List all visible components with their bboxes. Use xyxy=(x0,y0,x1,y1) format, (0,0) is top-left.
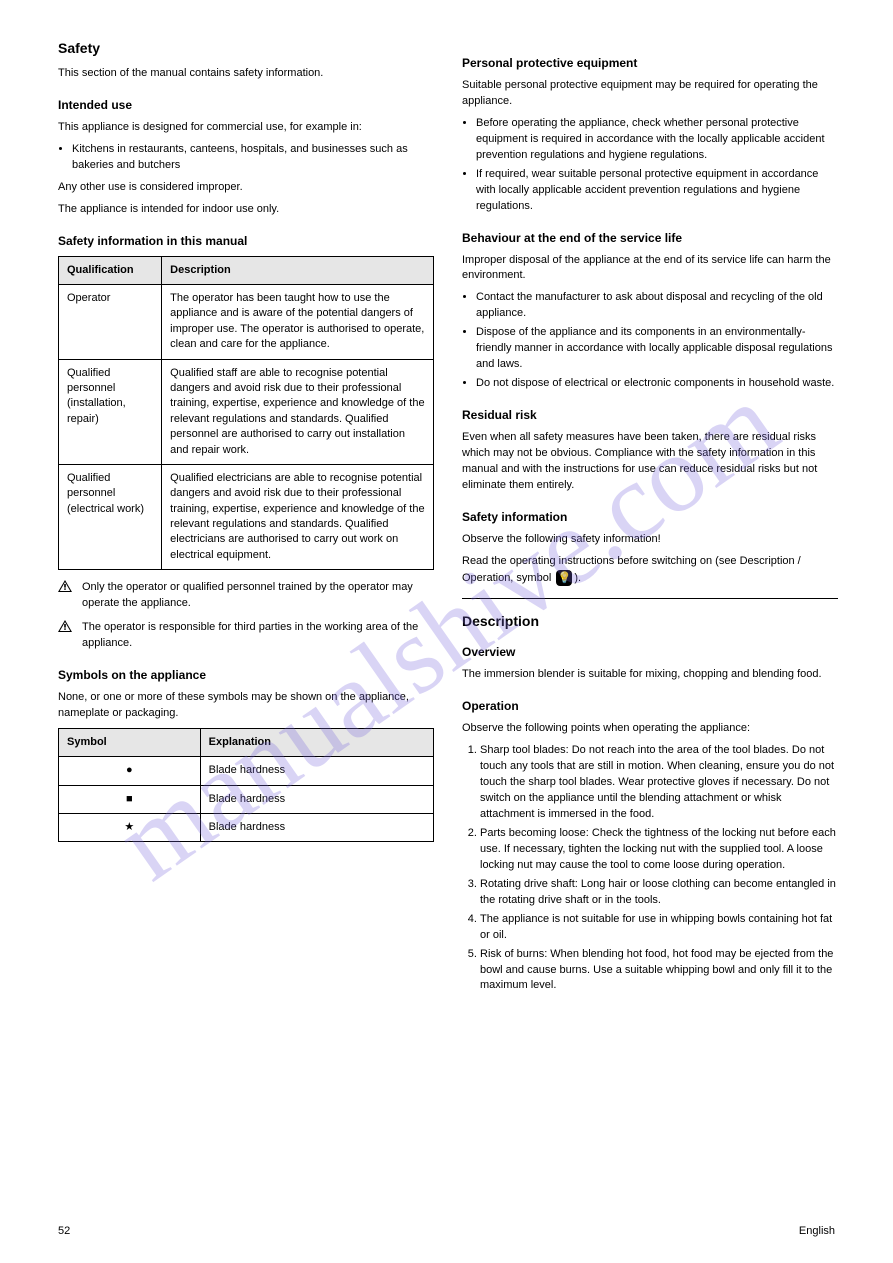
list-item: If required, wear suitable personal prot… xyxy=(476,167,838,215)
heading-residual-risk: Residual risk xyxy=(462,408,838,422)
end-life-list: Contact the manufacturer to ask about di… xyxy=(462,290,838,392)
heading-intended-use: Intended use xyxy=(58,98,434,112)
symbol-cell: ★ xyxy=(59,814,201,842)
list-item: Contact the manufacturer to ask about di… xyxy=(476,290,838,322)
ppe-list: Before operating the appliance, check wh… xyxy=(462,116,838,215)
residual-risk-paragraph: Even when all safety measures have been … xyxy=(462,430,838,494)
ppe-paragraph: Suitable personal protective equipment m… xyxy=(462,78,838,110)
list-item: Rotating drive shaft: Long hair or loose… xyxy=(480,877,838,909)
heading-safety-doc: Safety information in this manual xyxy=(58,234,434,248)
symbols-paragraph: None, or one or more of these symbols ma… xyxy=(58,690,434,722)
safety-info-text-a: Read the operating instructions before s… xyxy=(462,555,801,584)
safety-info-paragraph-1: Observe the following safety information… xyxy=(462,532,838,548)
table-header-description: Description xyxy=(162,256,434,284)
table-cell: Qualified personnel (electrical work) xyxy=(59,464,162,569)
table-header-explanation: Explanation xyxy=(200,728,433,756)
heading-symbols: Symbols on the appliance xyxy=(58,668,434,682)
table-row: ■ Blade hardness xyxy=(59,785,434,813)
list-item: Risk of burns: When blending hot food, h… xyxy=(480,947,838,995)
warning-icon xyxy=(58,580,72,592)
table-cell: Blade hardness xyxy=(200,814,433,842)
table-cell: Blade hardness xyxy=(200,757,433,785)
table-row: Qualified personnel (installation, repai… xyxy=(59,359,434,464)
section-divider xyxy=(462,598,838,599)
end-life-paragraph: Improper disposal of the appliance at th… xyxy=(462,253,838,285)
list-item: Parts becoming loose: Check the tightnes… xyxy=(480,826,838,874)
safety-intro: This section of the manual contains safe… xyxy=(58,66,434,82)
list-item: Sharp tool blades: Do not reach into the… xyxy=(480,743,838,823)
table-header-symbol: Symbol xyxy=(59,728,201,756)
section-heading-safety: Safety xyxy=(58,40,434,56)
list-item: Do not dispose of electrical or electron… xyxy=(476,376,838,392)
table-cell: Qualified staff are able to recognise po… xyxy=(162,359,434,464)
right-column: Personal protective equipment Suitable p… xyxy=(462,40,838,1000)
safety-info-paragraph-2: Read the operating instructions before s… xyxy=(462,554,838,587)
warning-text: The operator is responsible for third pa… xyxy=(82,620,434,652)
symbol-cell: ■ xyxy=(59,785,201,813)
use-paragraph-1: This appliance is designed for commercia… xyxy=(58,120,434,136)
page-number: 52 xyxy=(58,1225,70,1237)
warning-note-1: Only the operator or qualified personnel… xyxy=(58,580,434,612)
use-paragraph-2: Any other use is considered improper. xyxy=(58,180,434,196)
list-item: Dispose of the appliance and its compone… xyxy=(476,325,838,373)
warning-text: Only the operator or qualified personnel… xyxy=(82,580,434,612)
table-row: Qualified personnel (electrical work) Qu… xyxy=(59,464,434,569)
table-row: Qualification Description xyxy=(59,256,434,284)
table-cell: Qualified personnel (installation, repai… xyxy=(59,359,162,464)
list-item: Before operating the appliance, check wh… xyxy=(476,116,838,164)
table-cell: The operator has been taught how to use … xyxy=(162,285,434,360)
left-column: Safety This section of the manual contai… xyxy=(58,40,434,1000)
bulb-icon: 💡 xyxy=(556,570,572,586)
page-language: English xyxy=(799,1225,835,1237)
symbol-cell: ● xyxy=(59,757,201,785)
list-item: The appliance is not suitable for use in… xyxy=(480,912,838,944)
heading-end-life: Behaviour at the end of the service life xyxy=(462,231,838,245)
use-paragraph-3: The appliance is intended for indoor use… xyxy=(58,202,434,218)
table-row: ● Blade hardness xyxy=(59,757,434,785)
table-header-qualification: Qualification xyxy=(59,256,162,284)
heading-overview: Overview xyxy=(462,645,838,659)
warning-note-2: The operator is responsible for third pa… xyxy=(58,620,434,652)
symbols-table: Symbol Explanation ● Blade hardness ■ Bl… xyxy=(58,728,434,843)
qualification-table: Qualification Description Operator The o… xyxy=(58,256,434,571)
heading-safety-info: Safety information xyxy=(462,510,838,524)
warning-icon xyxy=(58,620,72,632)
table-cell: Blade hardness xyxy=(200,785,433,813)
content-columns: Safety This section of the manual contai… xyxy=(58,40,838,1000)
table-row: Symbol Explanation xyxy=(59,728,434,756)
overview-paragraph: The immersion blender is suitable for mi… xyxy=(462,667,838,683)
heading-operation: Operation xyxy=(462,699,838,713)
list-item: Kitchens in restaurants, canteens, hospi… xyxy=(72,142,434,174)
table-cell: Operator xyxy=(59,285,162,360)
table-row: ★ Blade hardness xyxy=(59,814,434,842)
safety-info-text-b: ). xyxy=(574,572,581,584)
table-cell: Qualified electricians are able to recog… xyxy=(162,464,434,569)
table-row: Operator The operator has been taught ho… xyxy=(59,285,434,360)
operation-intro: Observe the following points when operat… xyxy=(462,721,838,737)
heading-ppe: Personal protective equipment xyxy=(462,56,838,70)
operation-list: Sharp tool blades: Do not reach into the… xyxy=(462,743,838,994)
section-heading-description: Description xyxy=(462,613,838,629)
use-list: Kitchens in restaurants, canteens, hospi… xyxy=(58,142,434,174)
